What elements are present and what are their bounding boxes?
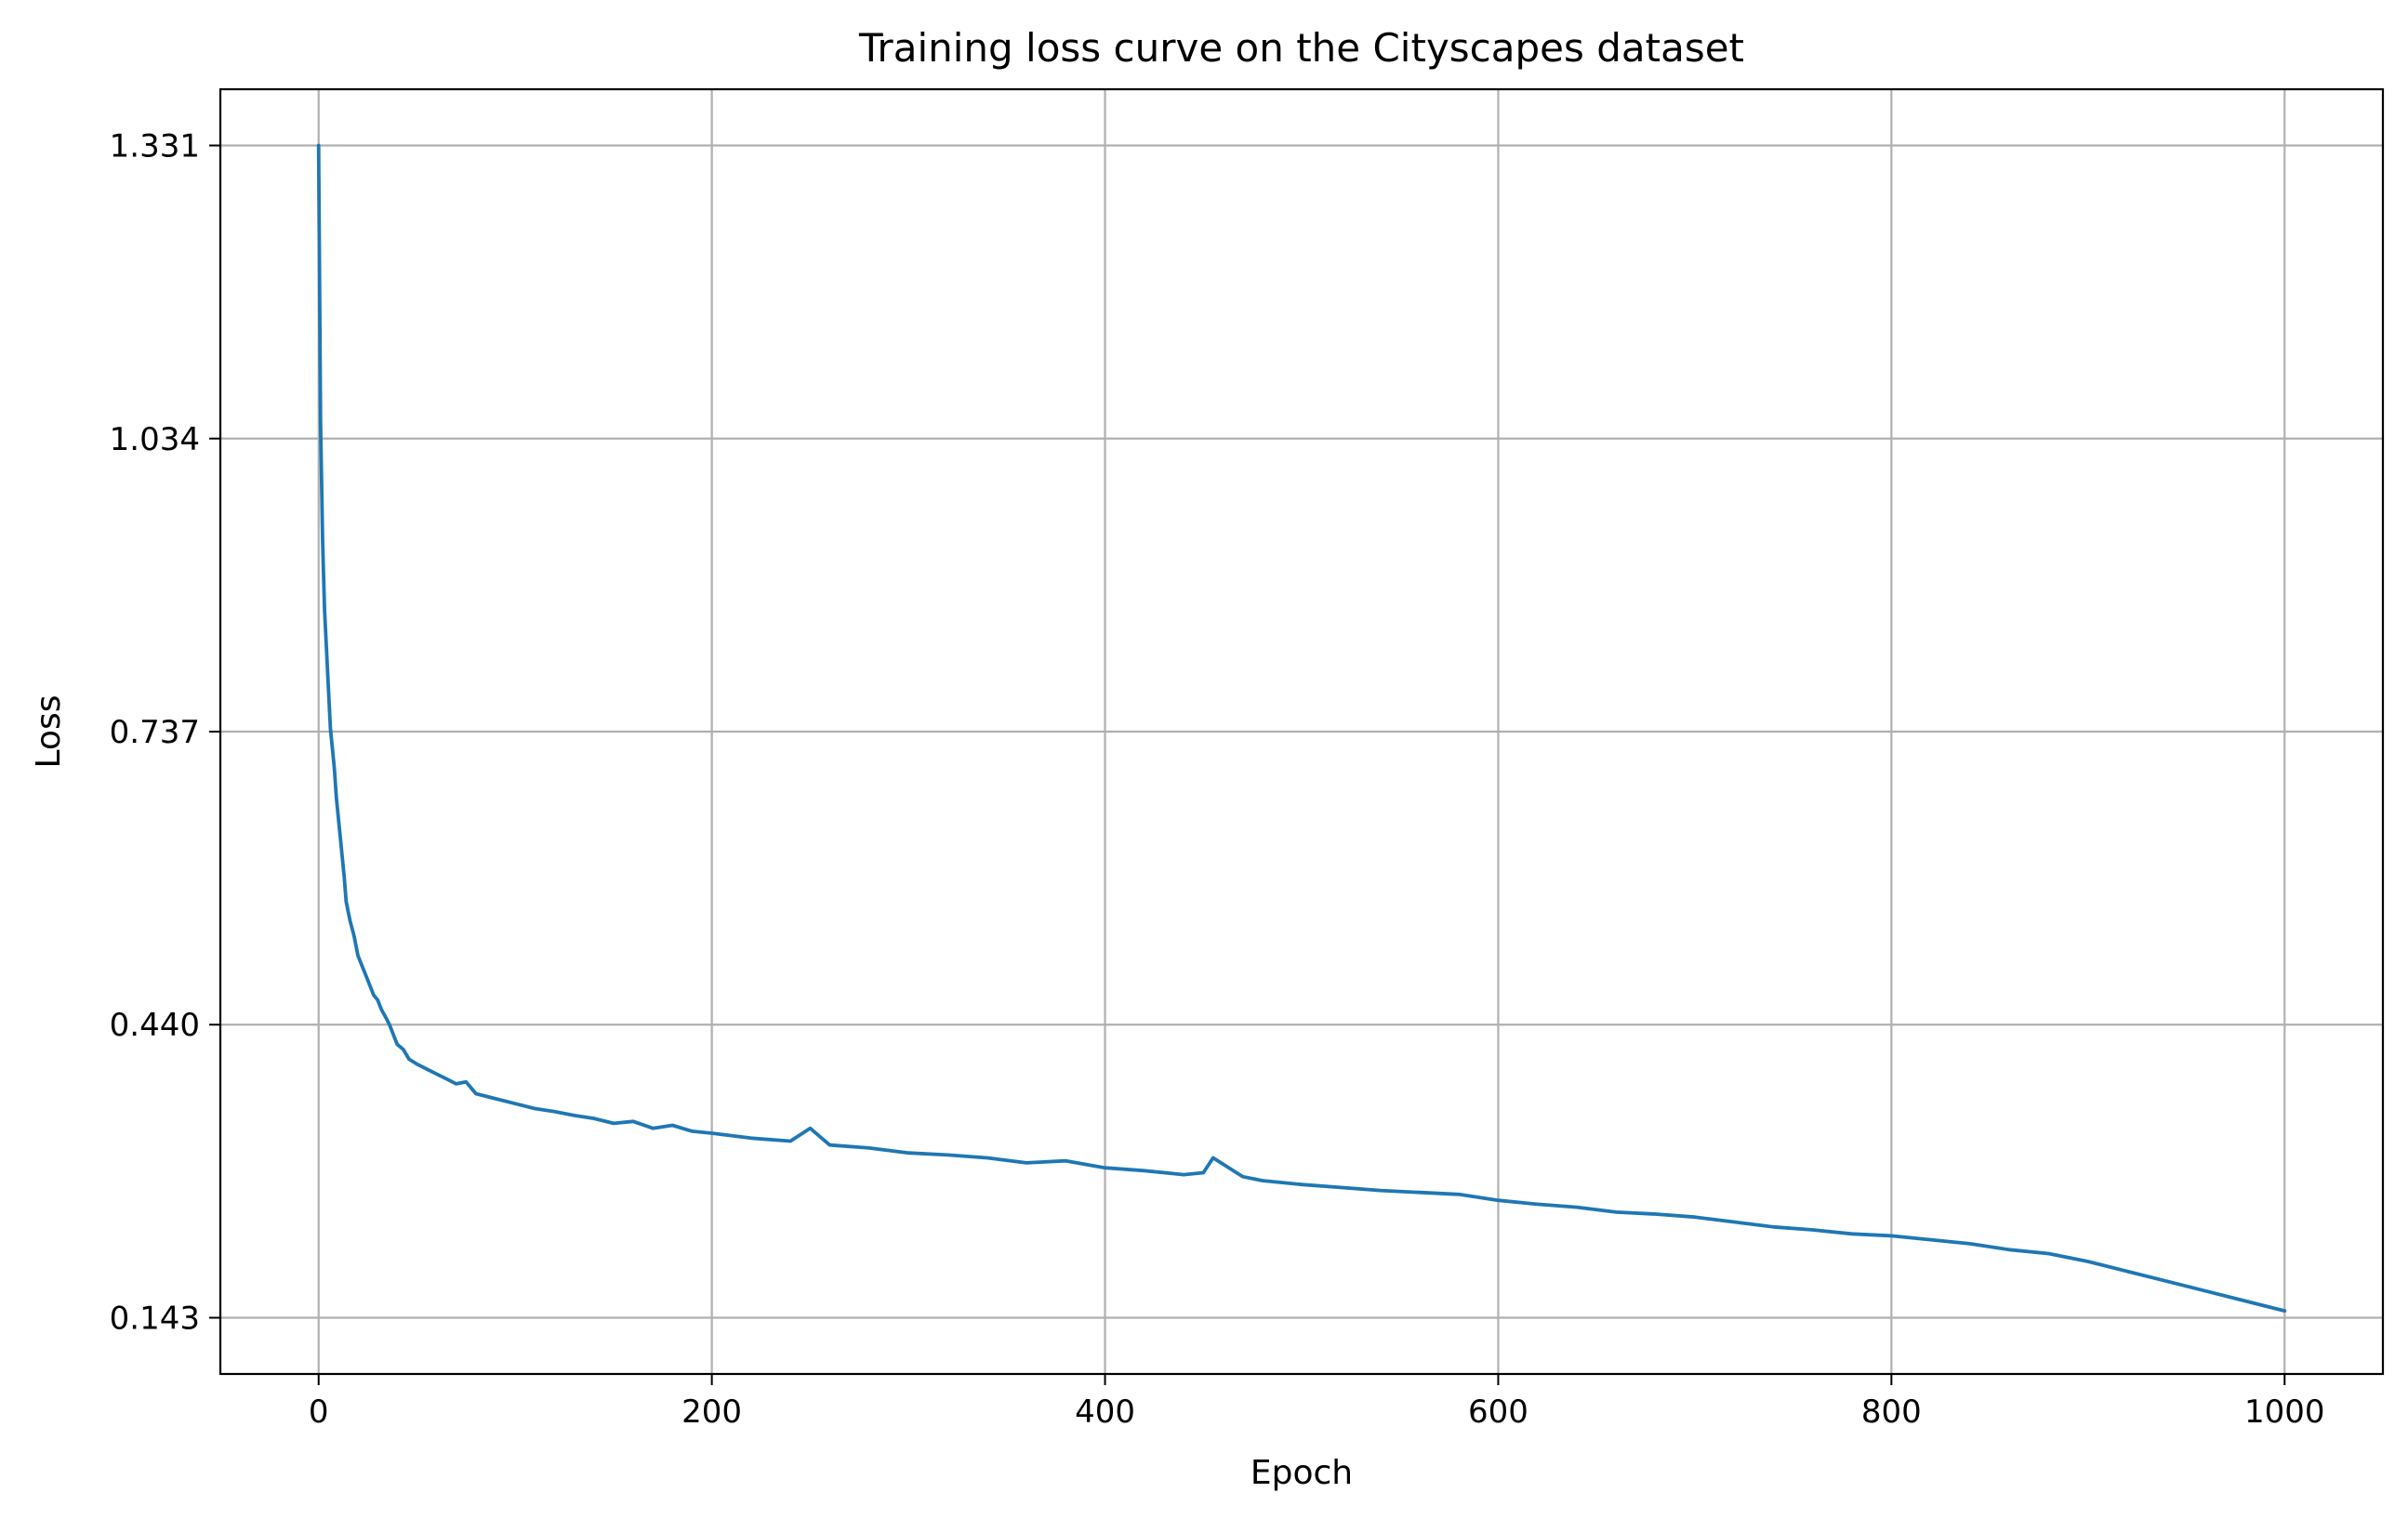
y-axis-ticks: 0.143 0.440 0.737 1.034 1.331 [110,128,220,1337]
y-tick-label: 0.440 [110,1007,200,1044]
y-axis-label: Loss [30,695,68,769]
y-tick-label: 0.737 [110,714,200,751]
loss-series-line [316,143,2287,1313]
x-tick-label: 800 [1861,1394,1922,1431]
grid [220,89,2383,1374]
y-tick-label: 0.143 [110,1300,200,1337]
y-tick-label: 1.331 [110,128,200,165]
x-tick-label: 1000 [2244,1394,2325,1431]
x-axis-ticks: 0 200 400 600 800 1000 [309,1374,2325,1431]
x-tick-label: 0 [309,1394,329,1431]
y-tick-label: 1.034 [110,421,200,458]
x-tick-label: 200 [681,1394,742,1431]
chart-title: Training loss curve on the Cityscapes da… [858,25,1744,71]
series-layer [316,143,2287,1313]
x-axis-label: Epoch [1250,1454,1353,1492]
x-tick-label: 600 [1468,1394,1528,1431]
x-tick-label: 400 [1075,1394,1135,1431]
